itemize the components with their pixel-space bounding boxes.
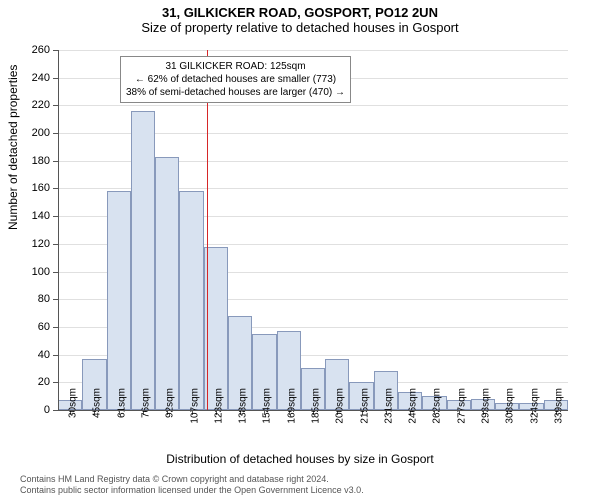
- x-tick-label: 246sqm: [408, 388, 419, 438]
- gridline: [58, 50, 568, 51]
- y-axis-line: [58, 50, 59, 410]
- x-tick-label: 185sqm: [311, 388, 322, 438]
- x-tick-label: 277sqm: [456, 388, 467, 438]
- y-tick-label: 140: [32, 210, 50, 222]
- annotation-line: 31 GILKICKER ROAD: 125sqm: [126, 60, 345, 73]
- x-axis-line: [58, 410, 568, 411]
- x-tick-label: 215sqm: [359, 388, 370, 438]
- x-tick-label: 30sqm: [68, 388, 79, 438]
- histogram-bar: [179, 191, 203, 410]
- y-tick-label: 260: [32, 44, 50, 56]
- subject-property-marker: [207, 50, 208, 410]
- x-tick-label: 324sqm: [529, 388, 540, 438]
- x-tick-label: 138sqm: [238, 388, 249, 438]
- x-tick-label: 61sqm: [116, 388, 127, 438]
- annotation-box: 31 GILKICKER ROAD: 125sqm← 62% of detach…: [120, 56, 351, 103]
- histogram-bar: [107, 191, 131, 410]
- x-tick-label: 231sqm: [383, 388, 394, 438]
- y-tick-label: 0: [44, 404, 50, 416]
- y-tick-label: 160: [32, 182, 50, 194]
- footer-line: Contains HM Land Registry data © Crown c…: [20, 474, 364, 485]
- x-tick-label: 45sqm: [92, 388, 103, 438]
- x-tick-label: 293sqm: [481, 388, 492, 438]
- x-tick-label: 92sqm: [165, 388, 176, 438]
- x-tick-label: 308sqm: [505, 388, 516, 438]
- chart-area: 02040608010012014016018020022024026030sq…: [58, 50, 568, 410]
- y-tick-label: 200: [32, 127, 50, 139]
- y-axis-label: Number of detached properties: [6, 65, 20, 230]
- y-tick-label: 20: [38, 376, 50, 388]
- y-tick-label: 180: [32, 155, 50, 167]
- histogram-bar: [155, 157, 179, 410]
- y-tick-label: 80: [38, 293, 50, 305]
- x-tick-label: 200sqm: [335, 388, 346, 438]
- x-tick-label: 262sqm: [432, 388, 443, 438]
- x-tick-label: 107sqm: [189, 388, 200, 438]
- x-tick-label: 76sqm: [141, 388, 152, 438]
- y-tick-label: 60: [38, 321, 50, 333]
- y-tick-label: 220: [32, 99, 50, 111]
- footer-line: Contains public sector information licen…: [20, 485, 364, 496]
- title-block: 31, GILKICKER ROAD, GOSPORT, PO12 2UN Si…: [0, 5, 600, 35]
- x-tick-label: 154sqm: [262, 388, 273, 438]
- chart-subtitle: Size of property relative to detached ho…: [0, 20, 600, 35]
- histogram-bar: [131, 111, 155, 410]
- x-tick-label: 123sqm: [213, 388, 224, 438]
- y-tick-label: 40: [38, 349, 50, 361]
- x-tick-label: 339sqm: [553, 388, 564, 438]
- annotation-line: 38% of semi-detached houses are larger (…: [126, 86, 345, 99]
- y-tick-label: 100: [32, 266, 50, 278]
- y-tick-label: 240: [32, 72, 50, 84]
- attribution-footer: Contains HM Land Registry data © Crown c…: [20, 474, 364, 496]
- x-axis-label: Distribution of detached houses by size …: [0, 452, 600, 466]
- chart-title: 31, GILKICKER ROAD, GOSPORT, PO12 2UN: [0, 5, 600, 20]
- y-tick-label: 120: [32, 238, 50, 250]
- gridline: [58, 105, 568, 106]
- plot-region: 02040608010012014016018020022024026030sq…: [58, 50, 568, 410]
- annotation-line: ← 62% of detached houses are smaller (77…: [126, 73, 345, 86]
- x-tick-label: 169sqm: [286, 388, 297, 438]
